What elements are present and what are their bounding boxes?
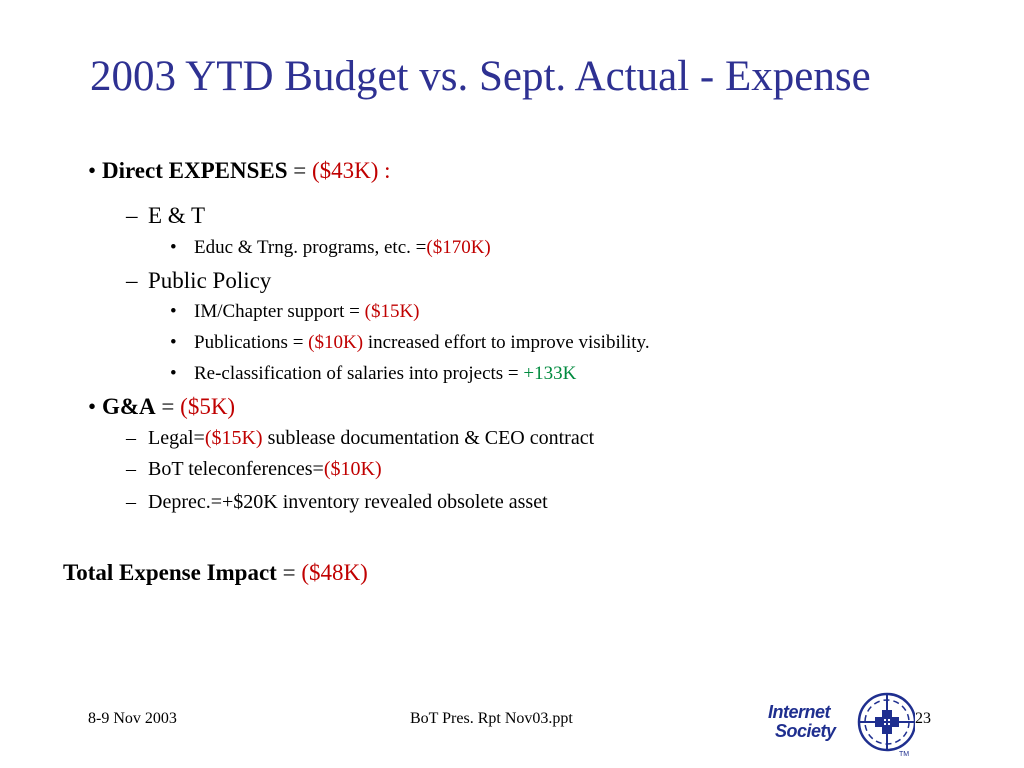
depreciation-item: Deprec.=+$20K inventory revealed obsolet… (148, 491, 548, 513)
bot-teleconferences-value: ($10K) (323, 458, 382, 480)
im-chapter-item: IM/Chapter support = ($15K) (194, 301, 420, 323)
total-value: ($48K) (301, 560, 368, 585)
educ-label: Educ & Trng. programs, etc. = (194, 237, 427, 258)
dash-marker: – (126, 427, 136, 449)
bullet-marker: • (88, 158, 97, 183)
dash-marker: – (126, 458, 136, 480)
legal-value: ($15K) (204, 427, 263, 449)
legal-label: Legal= (148, 427, 205, 449)
logo-text-internet: Internet (768, 702, 831, 722)
legal-item: Legal=($15K) sublease documentation & CE… (148, 427, 594, 450)
bot-teleconferences-item: BoT teleconferences=($10K) (148, 458, 382, 481)
reclassification-item: Re-classification of salaries into proje… (194, 363, 576, 385)
trademark-mark: TM (899, 751, 909, 758)
bullet-marker: • (170, 301, 177, 322)
educ-item: Educ & Trng. programs, etc. =($170K) (194, 237, 491, 259)
reclassification-value: +133K (523, 363, 577, 384)
globe-icon: TM (857, 692, 915, 758)
legal-note: sublease documentation & CEO contract (262, 427, 595, 449)
ga-value: ($5K) (180, 394, 236, 419)
direct-expenses-value: ($43K) : (311, 158, 391, 183)
dash-marker: – (126, 491, 136, 513)
equals-sign: = (276, 560, 302, 585)
total-label: Total Expense Impact (63, 560, 277, 585)
bullet-marker: • (170, 332, 177, 353)
bullet-marker: • (170, 237, 177, 258)
public-policy-item: Public Policy (148, 268, 272, 293)
slide-title: 2003 YTD Budget vs. Sept. Actual - Expen… (90, 53, 871, 100)
equals-sign: = (155, 394, 181, 419)
im-chapter-value: ($15K) (364, 301, 420, 322)
equals-sign: = (287, 158, 312, 183)
et-item: E & T (148, 203, 206, 228)
reclassification-label: Re-classification of salaries into proje… (194, 363, 524, 384)
slide-body: • Direct EXPENSES = ($43K) : – E & T • E… (63, 158, 650, 586)
publications-value: ($10K) (308, 332, 364, 353)
bot-teleconferences-label: BoT teleconferences= (148, 458, 324, 480)
bullet-marker: • (88, 394, 97, 419)
direct-expenses-label: Direct EXPENSES (102, 158, 288, 183)
footer-date: 8-9 Nov 2003 (88, 710, 177, 727)
publications-label: Publications = (194, 332, 309, 353)
direct-expenses-item: Direct EXPENSES = ($43K) : (102, 158, 391, 184)
logo-text-society: Society (775, 721, 836, 741)
internet-society-logo: Internet Society TM (765, 688, 915, 758)
footer-page-number: 23 (915, 710, 931, 727)
publications-note: increased effort to improve visibility. (363, 332, 650, 353)
bullet-marker: • (170, 363, 177, 384)
publications-item: Publications = ($10K) increased effort t… (194, 332, 650, 354)
educ-value: ($170K) (426, 237, 491, 258)
total-expense-impact: Total Expense Impact = ($48K) (63, 560, 368, 586)
dash-marker: – (126, 268, 138, 293)
footer-filename: BoT Pres. Rpt Nov03.ppt (410, 710, 573, 727)
ga-item: G&A = ($5K) (102, 394, 235, 420)
dash-marker: – (126, 203, 138, 228)
ga-label: G&A (102, 394, 156, 419)
im-chapter-label: IM/Chapter support = (194, 301, 365, 322)
